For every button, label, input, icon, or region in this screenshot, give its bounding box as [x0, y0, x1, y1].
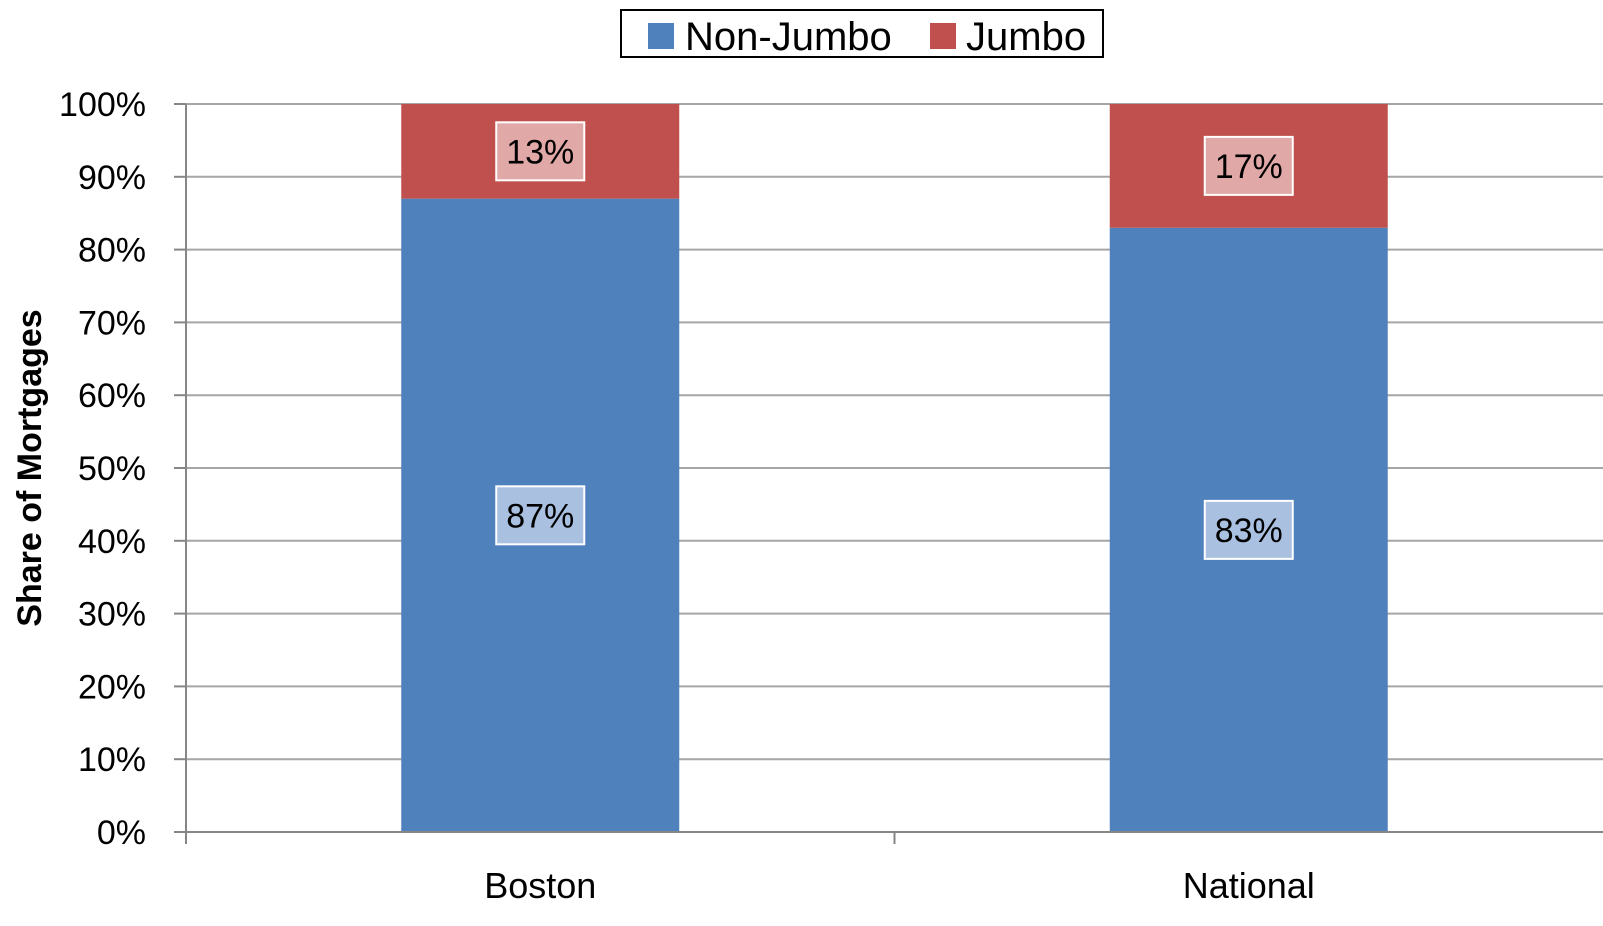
legend-swatch-jumbo[interactable]	[930, 23, 956, 49]
y-tick-label: 100%	[59, 86, 146, 124]
axes: 0% 10% 20% 30% 40% 50% 60% 70% 80% 90% 100% Boston N…	[59, 86, 1603, 906]
gridlines	[186, 103, 1603, 761]
y-tick-label: 50%	[78, 450, 146, 488]
y-tick-label: 10%	[78, 741, 146, 779]
y-tick-label: 60%	[78, 377, 146, 415]
data-label-box	[1203, 135, 1294, 196]
y-tick-label: 80%	[78, 232, 146, 270]
legend[interactable]: Non-Jumbo Jumbo	[620, 9, 1104, 59]
legend-label-non-jumbo[interactable]: Non-Jumbo	[685, 15, 892, 59]
y-axis-title: Share of Mortgages	[11, 309, 49, 626]
data-label: 13%	[506, 133, 574, 171]
data-label-box	[495, 121, 586, 182]
data-label: 87%	[506, 497, 574, 535]
data-label-box	[495, 485, 586, 546]
legend-swatch-non-jumbo[interactable]	[648, 23, 674, 49]
y-tick-label: 40%	[78, 523, 146, 561]
data-labels: 87% 13% 83% 17%	[495, 121, 1294, 560]
x-tick-label: National	[1183, 865, 1315, 906]
y-tick-label: 70%	[78, 304, 146, 342]
data-label: 17%	[1215, 148, 1283, 186]
y-tick-label: 0%	[97, 814, 146, 852]
data-label-box	[1203, 499, 1294, 560]
y-tick-label: 90%	[78, 159, 146, 197]
y-tick-label: 30%	[78, 596, 146, 634]
x-tick-label: Boston	[484, 865, 596, 906]
data-label: 83%	[1215, 512, 1283, 550]
legend-label-jumbo[interactable]: Jumbo	[966, 15, 1086, 59]
y-tick-label: 20%	[78, 668, 146, 706]
legend-box	[620, 9, 1104, 58]
